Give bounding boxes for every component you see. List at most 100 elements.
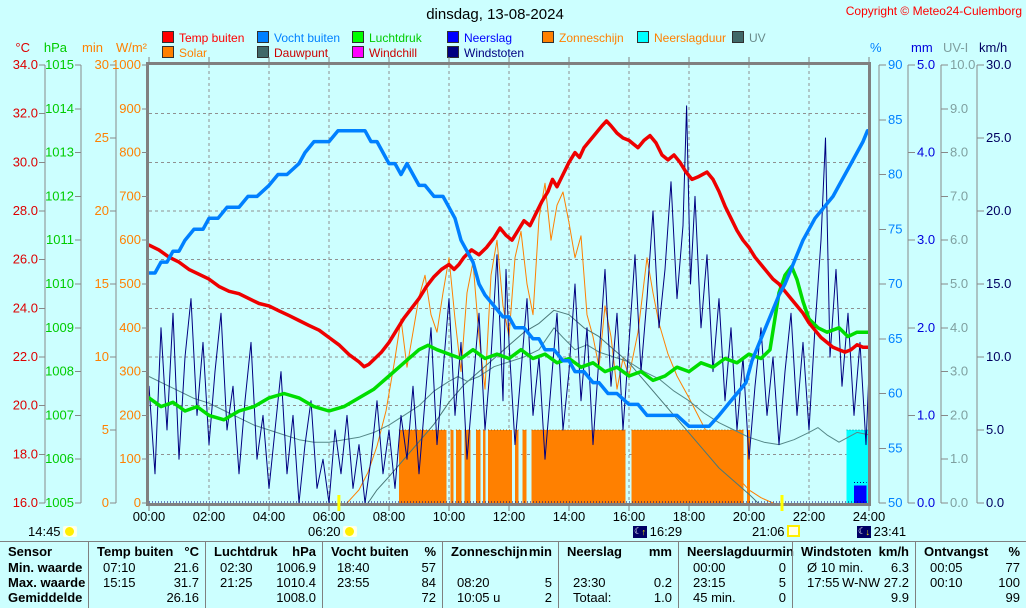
axis-tick-label: 24.0 bbox=[13, 300, 38, 315]
legend-label: Zonneschijn bbox=[559, 31, 624, 45]
annotation-23-41: 23:41 bbox=[857, 524, 906, 539]
table-cell-row bbox=[559, 560, 678, 575]
table-column-header: Windstoten km/h bbox=[793, 544, 915, 560]
legend-swatch bbox=[447, 46, 459, 58]
axis-title: UV-I bbox=[943, 40, 968, 55]
axis-tick-label: 0 bbox=[134, 495, 141, 510]
cell-value: 0 bbox=[778, 560, 786, 575]
axis-tick-label: 20.0 bbox=[13, 398, 38, 413]
cell-time: Totaal: bbox=[573, 590, 612, 605]
x-axis-label: 08:00 bbox=[373, 509, 406, 524]
legend-label: UV bbox=[749, 31, 766, 45]
table-column-temp-buiten: Temp buiten °C 07:10 21.6 15:15 31.7 26.16 bbox=[88, 542, 205, 608]
x-axis-label: 02:00 bbox=[193, 509, 226, 524]
cell-value: 99 bbox=[1005, 590, 1020, 605]
axis-tick-label: 55 bbox=[888, 440, 902, 455]
legend-label: Neerslagduur bbox=[654, 31, 727, 45]
axis-tick-label: 80 bbox=[888, 167, 902, 182]
axis-kmh: 30.0 25.0 20.0 15.0 10.0 5.0 0.0 km/h bbox=[976, 40, 1011, 510]
axis-tick-label: 30.0 bbox=[13, 154, 38, 169]
legend-swatch bbox=[542, 31, 554, 43]
axis-tick-label: 9.0 bbox=[950, 101, 968, 116]
axis-tick-label: 20 bbox=[95, 203, 109, 218]
cell-value: 57 bbox=[421, 560, 436, 575]
series-vocht-buiten bbox=[147, 128, 871, 429]
legend-label: Windstoten bbox=[464, 46, 525, 60]
cell-value: 6.3 bbox=[890, 560, 909, 575]
annotation-time: 21:06 bbox=[752, 524, 785, 539]
table-row-label: Min. waarde bbox=[8, 560, 83, 575]
cell-time: Ø 10 min. bbox=[807, 560, 864, 575]
column-unit: °C bbox=[184, 544, 199, 559]
axis-tick-label: 200 bbox=[119, 407, 141, 422]
table-cell-row: 00:05 77 bbox=[916, 560, 1026, 575]
x-axis-label: 20:00 bbox=[733, 509, 766, 524]
table-cell-row: 23:55 84 bbox=[323, 575, 442, 590]
table-column-windstoten: Windstoten km/h Ø 10 min. 6.3 17:55 W-NW 27.2… bbox=[792, 542, 915, 608]
table-column-zonneschijn: Zonneschijn min 08:20 5 10:05 u 2 bbox=[442, 542, 558, 608]
x-axis-label: 14:00 bbox=[553, 509, 586, 524]
axis-tick-label: 18.0 bbox=[13, 446, 38, 461]
axis-hpa: 1015 1014 1013 1012 1011 1010 1009 1008 1007 1006… bbox=[44, 40, 82, 510]
axis-tick-label: 26.0 bbox=[13, 252, 38, 267]
axis-tick-label: 3.0 bbox=[950, 364, 968, 379]
axis-tick-label: 6.0 bbox=[950, 232, 968, 247]
table-cell-row: 9.9 bbox=[793, 590, 915, 605]
axis-title: mm bbox=[911, 40, 933, 55]
legend-swatch bbox=[257, 31, 269, 43]
axis-tick-label: 1011 bbox=[46, 232, 74, 247]
cell-time: 21:25 bbox=[220, 575, 253, 590]
axis-tick-label: 50 bbox=[888, 495, 902, 510]
legend-item-windchill: Windchill bbox=[352, 46, 417, 60]
column-name: Neerslagduur bbox=[687, 544, 771, 559]
table-column-luchtdruk: Luchtdruk hPa 02:30 1006.9 21:25 1010.4 1008.0 bbox=[205, 542, 322, 608]
table-cell-row: 21:25 1010.4 bbox=[206, 575, 322, 590]
axis-tick-label: 1000 bbox=[112, 57, 141, 72]
page-title: dinsdag, 13-08-2024 bbox=[426, 6, 564, 23]
series-neerslagduur bbox=[846, 429, 869, 503]
axis-title: W/m² bbox=[116, 40, 148, 55]
table-column-sensor: Sensor Min. waarde Max. waarde Gemiddelde bbox=[0, 542, 88, 608]
table-cell-row bbox=[443, 560, 558, 575]
axis-tick-label: 600 bbox=[119, 232, 141, 247]
cell-time: 10:05 u bbox=[457, 590, 501, 605]
axis-tick-label: 500 bbox=[119, 276, 141, 291]
axis-title: min bbox=[82, 40, 103, 55]
cell-value: 26.16 bbox=[166, 590, 199, 605]
axis-title: °C bbox=[15, 40, 30, 55]
legend-item-temp-buiten: Temp buiten bbox=[162, 31, 244, 45]
table-cell-row: 26.16 bbox=[89, 590, 205, 605]
axis-tick-label: 0.0 bbox=[986, 495, 1004, 510]
cell-time: 08:20 bbox=[457, 575, 490, 590]
table-cell-row: Ø 10 min. 6.3 bbox=[793, 560, 915, 575]
column-name: Temp buiten bbox=[97, 544, 174, 559]
legend-label: Solar bbox=[179, 46, 208, 60]
axis-tick-label: 1007 bbox=[45, 407, 74, 422]
axis-tick-label: 10.0 bbox=[950, 57, 975, 72]
legend-swatch bbox=[447, 31, 459, 43]
axis-tick-label: 1006 bbox=[45, 451, 74, 466]
axis-tick-label: 900 bbox=[119, 101, 141, 116]
axis-tick-label: 90 bbox=[888, 57, 902, 72]
axis-tick-label: 400 bbox=[119, 320, 141, 335]
table-row-label: Sensor bbox=[8, 544, 53, 559]
axis-tick-label: 10.0 bbox=[986, 349, 1011, 364]
table-column-neerslagduur: Neerslagduur min 00:00 0 23:15 5 45 min. 0 bbox=[678, 542, 794, 608]
cell-time: 07:10 bbox=[103, 560, 136, 575]
legend-label: Dauwpunt bbox=[274, 46, 329, 60]
axis-mm: 5.0 4.0 3.0 2.0 1.0 0.0 mm bbox=[907, 40, 935, 510]
cell-value: 100 bbox=[998, 575, 1020, 590]
column-unit: min bbox=[770, 544, 794, 559]
table-column-header: Vocht buiten% bbox=[323, 544, 442, 560]
axis-tick-label: 700 bbox=[119, 188, 141, 203]
cell-time: 23:55 bbox=[337, 575, 370, 590]
annotation-time: 23:41 bbox=[873, 524, 907, 539]
axis-tick-label: 300 bbox=[119, 364, 141, 379]
column-unit: hPa bbox=[292, 544, 316, 559]
annotation-time: 14:45 bbox=[28, 524, 61, 539]
axis-tick-label: 800 bbox=[119, 145, 141, 160]
axis-tick-label: 15.0 bbox=[986, 276, 1011, 291]
table-cell-row: 18:40 57 bbox=[323, 560, 442, 575]
hour-ticks bbox=[148, 57, 870, 511]
column-name: Vocht buiten bbox=[331, 544, 409, 559]
